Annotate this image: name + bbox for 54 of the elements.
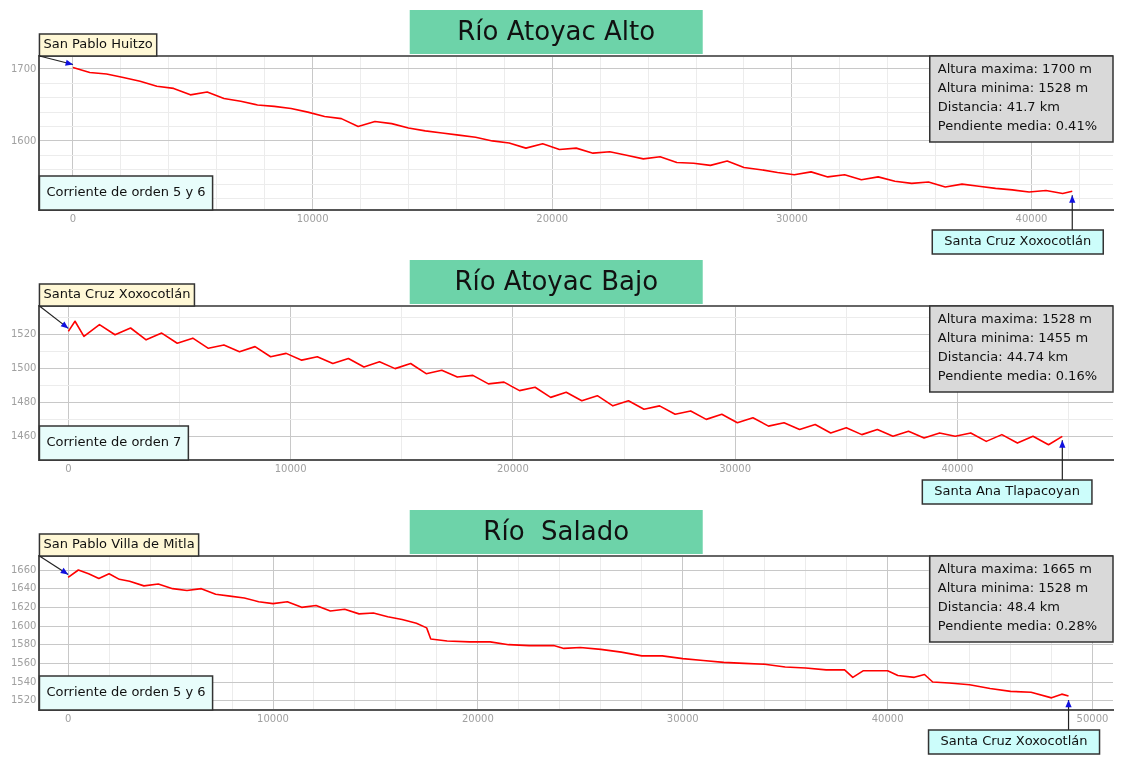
annotation: Santa Cruz Xoxocotlán	[940, 733, 1088, 749]
y-tick-label: 1560	[11, 656, 37, 668]
x-tick-label: 10000	[257, 712, 289, 724]
x-tick-label: 40000	[941, 462, 974, 474]
x-tick-label: 40000	[1015, 212, 1048, 224]
x-tick-label: 10000	[274, 462, 307, 474]
x-tick-label: 40000	[871, 712, 904, 724]
x-tick-label: 20000	[536, 212, 569, 224]
y-tick-label: 1520	[11, 694, 37, 706]
y-tick-label: 1600	[11, 619, 37, 631]
x-tick-label: 20000	[496, 462, 529, 474]
annotation: Altura maxima: 1528 m	[937, 311, 1093, 327]
x-tick-label: 0	[64, 712, 72, 724]
annotation: San Pablo Huitzo	[43, 36, 153, 52]
annotation: Corriente de orden 7	[46, 434, 182, 450]
annotation: Distancia: 48.4 km	[937, 599, 1060, 615]
y-tick-label: 1540	[11, 675, 37, 687]
annotation: Distancia: 41.7 km	[937, 99, 1060, 115]
annotation: Pendiente media: 0.28%	[937, 618, 1098, 634]
y-tick-label: 1700	[11, 62, 37, 74]
y-tick-label: 1640	[11, 582, 37, 594]
y-tick-label: 1620	[11, 600, 37, 612]
x-tick-label: 30000	[666, 712, 699, 724]
y-tick-label: 1600	[11, 134, 37, 146]
y-tick-label: 1660	[11, 563, 37, 575]
annotation: Santa Cruz Xoxocotlán	[43, 286, 191, 302]
annotation: Altura maxima: 1700 m	[937, 61, 1093, 77]
annotation: Pendiente media: 0.16%	[937, 368, 1098, 384]
annotation: Altura minima: 1528 m	[937, 80, 1089, 96]
annotation: Pendiente media: 0.41%	[937, 118, 1098, 134]
annotation: Corriente de orden 5 y 6	[46, 684, 206, 700]
x-tick-label: 20000	[461, 712, 494, 724]
annotation: Corriente de orden 5 y 6	[46, 184, 206, 200]
y-tick-label: 1460	[11, 429, 37, 441]
y-tick-label: 1480	[11, 396, 37, 408]
annotation: Distancia: 44.74 km	[937, 349, 1069, 365]
x-tick-label: 0	[69, 212, 77, 224]
chart-title: Río Atoyac Alto	[457, 15, 656, 46]
x-tick-label: 10000	[296, 212, 329, 224]
y-tick-label: 1520	[11, 328, 37, 340]
annotation: Altura maxima: 1665 m	[937, 561, 1093, 577]
chart-title: Río Atoyac Bajo	[454, 265, 659, 296]
annotation: Santa Ana Tlapacoyan	[934, 483, 1080, 499]
annotation: Santa Cruz Xoxocotlán	[944, 233, 1092, 249]
y-tick-label: 1580	[11, 638, 37, 650]
y-tick-label: 1500	[11, 362, 37, 374]
x-tick-label: 50000	[1076, 712, 1109, 724]
annotation: Altura minima: 1455 m	[937, 330, 1089, 346]
annotation: Altura minima: 1528 m	[937, 580, 1089, 596]
x-tick-label: 30000	[775, 212, 808, 224]
annotation: San Pablo Villa de Mitla	[43, 536, 195, 552]
x-tick-label: 0	[65, 462, 72, 474]
chart-title: Río Salado	[483, 515, 630, 546]
x-tick-label: 30000	[719, 462, 752, 474]
